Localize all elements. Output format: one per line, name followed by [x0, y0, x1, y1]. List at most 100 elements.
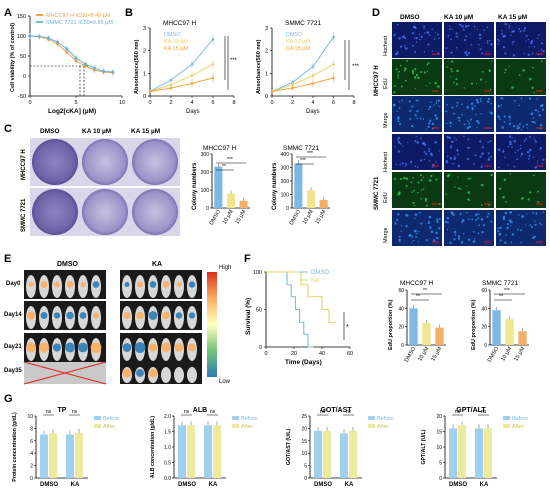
cell-dot: [519, 30, 522, 33]
cell-dot: [538, 34, 540, 36]
luminescence-spot: [92, 312, 100, 319]
panel-e-row-day0: Day0: [6, 281, 21, 287]
cell-dot: [491, 60, 493, 63]
panel-b-right-legend-dmso: DMSO: [286, 32, 303, 38]
cell-dot: [533, 137, 535, 139]
cell-dot: [481, 164, 483, 167]
cell-dot: [423, 27, 425, 30]
panel-b-right-legend-ka10: KA 10 µM: [286, 39, 310, 45]
panel-label-g: G: [4, 393, 13, 405]
luminescence-spot: [149, 281, 157, 288]
cell-dot: [424, 32, 426, 34]
cell-dot: [522, 125, 525, 128]
panel-c-chart1-ytick-label: 200: [201, 170, 210, 176]
cell-dot: [415, 74, 418, 77]
panel-label-d: D: [372, 7, 380, 19]
panel-g-chart-1: ALB ALB concentration (g/dL) 0.0 0.5 1.0 1.5 2…: [150, 407, 257, 488]
luminescence-spot: [148, 368, 158, 378]
cell-dot: [473, 25, 476, 28]
luminescence-spot: [136, 281, 144, 288]
cell-dot: [411, 236, 414, 238]
panel-a-point: [28, 34, 32, 38]
mouse-silhouette: [187, 367, 197, 383]
cell-dot: [394, 177, 397, 180]
panel-b-left-point: [169, 78, 173, 82]
cell-dot: [404, 163, 408, 166]
panel-f-xtick-label: 40: [319, 351, 325, 357]
cell-dot: [446, 104, 449, 106]
cell-dot: [529, 148, 531, 151]
cell-dot: [427, 43, 430, 46]
cell-dot: [413, 50, 416, 53]
cell-dot: [503, 121, 506, 123]
panel-g-bar-after: [458, 425, 466, 478]
cell-dot: [433, 38, 436, 40]
panel-b-right-xtick-label: 6: [332, 100, 335, 106]
panel-a-point: [46, 36, 50, 40]
cell-dot: [463, 135, 465, 137]
panel-b-left-point: [211, 76, 215, 80]
panel-label-a: A: [4, 7, 12, 19]
fluorescence-image-edu: [392, 172, 442, 208]
panel-g-chart-3: GPT/ALT GPT/ALT (U/L) 0 5 10 15 20 ns DMSO ns KA Be…: [421, 407, 528, 488]
cell-dot: [397, 120, 400, 123]
cell-dot: [417, 191, 419, 194]
cell-dot: [472, 240, 476, 243]
cell-dot: [396, 51, 399, 54]
cell-dot: [420, 35, 423, 38]
cell-dot: [490, 102, 492, 105]
panel-c-chart1-sig2: **: [222, 164, 226, 170]
panel-b-right-title: SMMC 7721: [285, 20, 322, 27]
cell-dot: [456, 149, 459, 152]
cell-dot: [525, 224, 527, 226]
cell-dot: [473, 105, 476, 108]
panel-f-bar1-title: MHCC97 H: [400, 280, 434, 287]
cell-dot: [414, 217, 416, 220]
panel-a-ytick-label: 0: [23, 74, 26, 80]
cell-dot: [538, 222, 541, 225]
cell-dot: [457, 117, 459, 119]
panel-b-right-ylabel: Absorbance(560 nm): [256, 39, 262, 94]
cell-dot: [399, 64, 402, 67]
panel-f-survival-curve-0: [266, 271, 314, 348]
panel-g-xtick-label: KA: [209, 482, 218, 488]
cell-dot: [401, 162, 404, 165]
panel-g-ytick-label: 4: [30, 451, 33, 457]
cell-dot: [394, 146, 396, 148]
cell-dot: [404, 79, 407, 82]
cell-dot: [449, 125, 452, 127]
cell-dot: [427, 221, 430, 225]
panel-c-chart1-bar-1: [226, 193, 236, 208]
luminescence-spot: [66, 311, 74, 320]
cell-dot: [422, 141, 426, 145]
cell-dot: [520, 129, 523, 131]
cell-dot: [542, 211, 545, 214]
cell-dot: [436, 218, 439, 221]
cell-dot: [480, 183, 484, 187]
cell-dot: [439, 218, 441, 220]
cell-dot: [416, 117, 418, 119]
cell-dot: [410, 241, 413, 243]
panel-c-chart1-bar-2: [239, 200, 248, 208]
cell-dot: [497, 148, 499, 151]
cell-dot: [481, 71, 484, 73]
panel-b-left-xlabel: Days: [186, 109, 200, 115]
panel-d-row-label-1: Hochest: [383, 35, 389, 56]
cell-dot: [467, 146, 470, 149]
cell-dot: [528, 155, 531, 158]
panel-g-ytick-label: 20: [301, 426, 307, 432]
panel-c-chart1-xtick-label: 10 µM: [222, 209, 235, 226]
cell-dot: [520, 97, 523, 100]
cell-dot: [529, 135, 531, 138]
cell-dot: [398, 101, 401, 103]
panel-b-left-ytick-label: 1: [143, 71, 146, 77]
luminescence-spot: [188, 281, 196, 288]
panel-label-b: B: [125, 7, 133, 19]
panel-f-bar1-bar-0: [409, 308, 418, 345]
cell-dot: [471, 107, 474, 111]
cell-dot: [456, 69, 459, 73]
cell-dot: [445, 47, 448, 50]
cell-dot: [500, 104, 502, 106]
cell-dot: [431, 122, 435, 126]
cell-dot: [500, 97, 503, 100]
